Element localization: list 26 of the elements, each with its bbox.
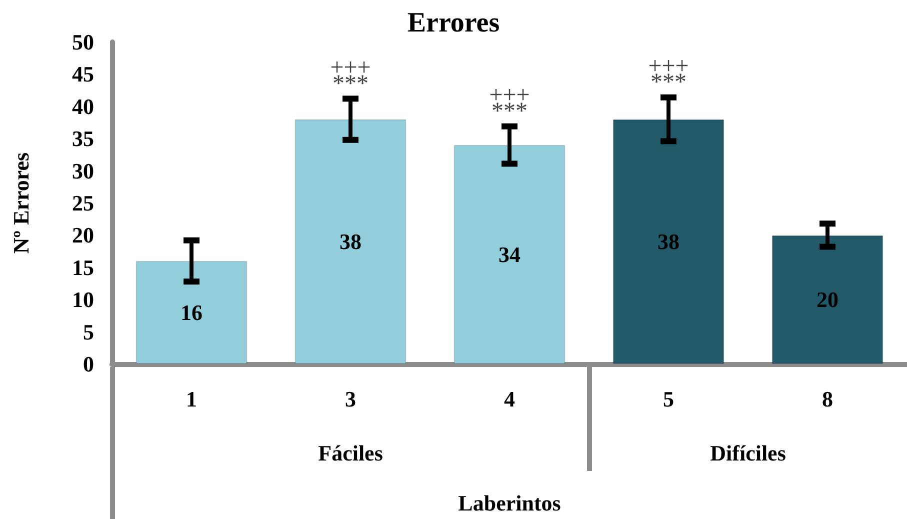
x-tick-label: 4: [504, 386, 515, 412]
x-axis-title: Laberintos: [458, 490, 562, 516]
data-label: 34: [498, 242, 520, 268]
y-tick-label: 10: [72, 287, 94, 312]
data-label: 38: [658, 229, 680, 254]
y-tick-label: 0: [83, 352, 94, 376]
y-axis-title: Nº Errores: [8, 152, 34, 254]
y-tick-label: 15: [72, 254, 94, 280]
y-tick-label: 5: [83, 319, 94, 344]
y-tick-label: 50: [72, 30, 94, 54]
y-tick-label: 40: [72, 94, 94, 119]
y-tick-label: 30: [72, 158, 94, 184]
data-label: 16: [180, 300, 202, 325]
y-tick-label: 45: [72, 62, 94, 87]
y-tick-label: 20: [72, 222, 94, 248]
data-label: 38: [340, 229, 362, 254]
x-tick-label: 8: [822, 386, 833, 412]
data-label: 20: [816, 287, 838, 312]
chart-title: Errores: [407, 8, 500, 38]
y-tick-label: 35: [72, 126, 94, 152]
x-tick-label: 5: [663, 386, 674, 412]
x-tick-label: 1: [186, 386, 197, 412]
text: Fáciles: [318, 440, 384, 466]
x-tick-label: 3: [345, 386, 356, 412]
text: Difíciles: [710, 440, 786, 466]
y-tick-label: 25: [72, 190, 94, 216]
